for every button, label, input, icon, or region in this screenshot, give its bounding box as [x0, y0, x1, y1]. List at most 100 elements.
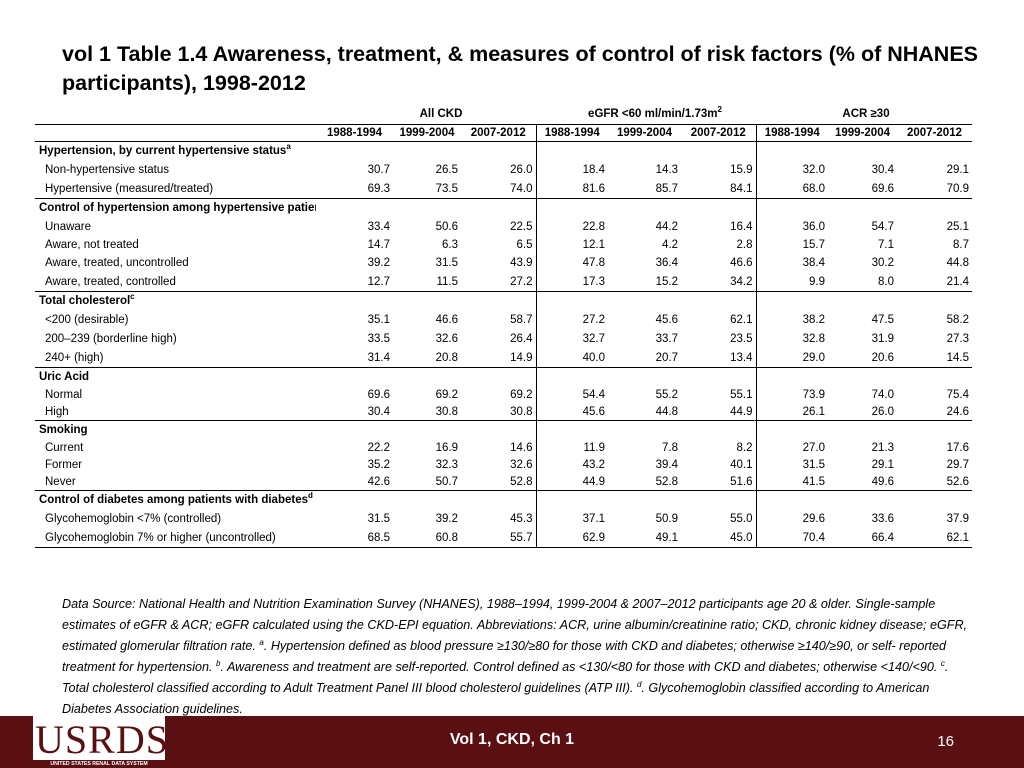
period-header: 2007-2012 — [897, 124, 972, 142]
empty-cell — [393, 199, 461, 218]
value-cell: 73.9 — [755, 386, 828, 403]
value-cell: 37.1 — [535, 509, 608, 528]
value-cell: 40.1 — [730, 458, 753, 471]
group-header-acr: ACR ≥30 — [842, 108, 890, 120]
value-cell: 30.2 — [871, 256, 894, 269]
footnote: Data Source: National Health and Nutriti… — [62, 594, 972, 720]
value-cell: 39.4 — [655, 458, 678, 471]
empty-cell — [535, 367, 608, 386]
value-cell: 73.5 — [435, 182, 458, 195]
table-row: Non-hypertensive status 30.7 26.5 26.0 18.4 1… — [35, 160, 972, 179]
empty-cell — [897, 421, 972, 440]
value-cell: 12.1 — [535, 236, 608, 253]
value-cell: 14.9 — [510, 351, 533, 364]
value-cell: 69.6 — [871, 182, 894, 195]
value-cell: 52.6 — [946, 475, 969, 488]
footer-bar — [0, 716, 1024, 768]
value-cell: 70.9 — [946, 182, 969, 195]
empty-cell — [535, 291, 608, 310]
empty-cell — [461, 199, 536, 218]
empty-cell — [608, 421, 681, 440]
empty-cell — [828, 368, 897, 387]
empty-cell — [897, 142, 972, 161]
value-cell: 25.1 — [946, 220, 969, 233]
value-cell: 20.6 — [871, 351, 894, 364]
section-label-sup: a — [286, 142, 291, 152]
empty-cell — [316, 421, 393, 440]
value-cell: 18.4 — [535, 160, 608, 179]
empty-cell — [316, 292, 393, 311]
empty-cell — [828, 292, 897, 311]
value-cell: 7.8 — [662, 441, 678, 454]
value-cell: 43.9 — [510, 256, 533, 269]
table-body: Hypertension, by current hypertensive st… — [35, 141, 972, 548]
empty-cell — [755, 141, 828, 160]
value-cell: 27.2 — [510, 275, 533, 288]
value-cell: 20.7 — [655, 351, 678, 364]
footnote-sup: c — [940, 658, 945, 668]
value-cell: 40.0 — [535, 348, 608, 368]
value-cell: 20.8 — [435, 351, 458, 364]
value-cell: 14.6 — [510, 441, 533, 454]
value-cell: 37.9 — [946, 512, 969, 525]
empty-cell — [608, 368, 681, 387]
empty-cell — [535, 420, 608, 439]
empty-cell — [535, 490, 608, 509]
empty-cell — [828, 142, 897, 161]
value-cell: 36.4 — [655, 256, 678, 269]
value-cell: 16.4 — [730, 220, 753, 233]
row-label: Normal — [45, 388, 83, 401]
table-row: Hypertensive (measured/treated) 69.3 73.5 7… — [35, 179, 972, 199]
table-row: Aware, treated, controlled 12.7 11.5 27.2 17… — [35, 272, 972, 292]
empty-cell — [608, 491, 681, 510]
value-cell: 14.5 — [946, 351, 969, 364]
value-cell: 29.1 — [946, 163, 969, 176]
value-cell: 30.8 — [510, 405, 533, 418]
value-cell: 45.3 — [510, 512, 533, 525]
value-cell: 35.2 — [367, 458, 390, 471]
value-cell: 45.6 — [535, 403, 608, 421]
table-row: Current 22.2 16.9 14.6 11.9 7.8 8.2 27.0 21.3 17.… — [35, 439, 972, 456]
empty-cell — [461, 421, 536, 440]
value-cell: 58.7 — [510, 313, 533, 326]
value-cell: 14.7 — [367, 238, 390, 251]
value-cell: 33.5 — [367, 332, 390, 345]
row-label: High — [45, 405, 69, 418]
risk-factor-table: 1988-1994 1999-2004 2007-2012 1988-1994 … — [35, 124, 972, 548]
value-cell: 44.9 — [535, 473, 608, 491]
value-cell: 44.8 — [946, 256, 969, 269]
footnote-text: . Awareness and treatment are self-repor… — [220, 660, 941, 674]
section-label-text: Control of diabetes among patients with … — [39, 494, 308, 506]
table-row: Glycohemoglobin <7% (controlled) 31.5 39.2… — [35, 509, 972, 528]
table-row: 200–239 (borderline high) 33.5 32.6 26.4 32.… — [35, 329, 972, 348]
value-cell: 54.7 — [871, 220, 894, 233]
section-label: Control of hypertension among hypertensi… — [35, 199, 316, 218]
value-cell: 30.8 — [435, 405, 458, 418]
footnote-sup: a — [259, 637, 264, 647]
value-cell: 74.0 — [510, 182, 533, 195]
value-cell: 34.2 — [730, 275, 753, 288]
table-row: Former 35.2 32.3 32.6 43.2 39.4 40.1 31.5 29.1 29… — [35, 456, 972, 473]
section-header-row: Uric Acid — [35, 367, 972, 387]
period-header-row: 1988-1994 1999-2004 2007-2012 1988-1994 … — [35, 124, 972, 142]
section-label-text: Control of hypertension among hypertensi… — [39, 202, 316, 214]
value-cell: 24.6 — [946, 405, 969, 418]
section-header-row: Hypertension, by current hypertensive st… — [35, 141, 972, 161]
empty-cell — [755, 420, 828, 439]
value-cell: 11.9 — [535, 439, 608, 456]
value-cell: 29.6 — [755, 509, 828, 528]
section-header-row: Smoking — [35, 420, 972, 440]
empty-cell — [316, 199, 393, 218]
value-cell: 32.3 — [435, 458, 458, 471]
value-cell: 30.4 — [367, 405, 390, 418]
value-cell: 26.0 — [510, 163, 533, 176]
value-cell: 55.7 — [510, 531, 533, 544]
value-cell: 27.0 — [755, 439, 828, 456]
value-cell: 69.2 — [435, 388, 458, 401]
value-cell: 14.3 — [655, 163, 678, 176]
row-label: Current — [45, 441, 84, 454]
value-cell: 42.6 — [367, 475, 390, 488]
period-header: 2007-2012 — [461, 124, 536, 142]
value-cell: 30.7 — [367, 163, 390, 176]
empty-cell — [681, 368, 756, 387]
